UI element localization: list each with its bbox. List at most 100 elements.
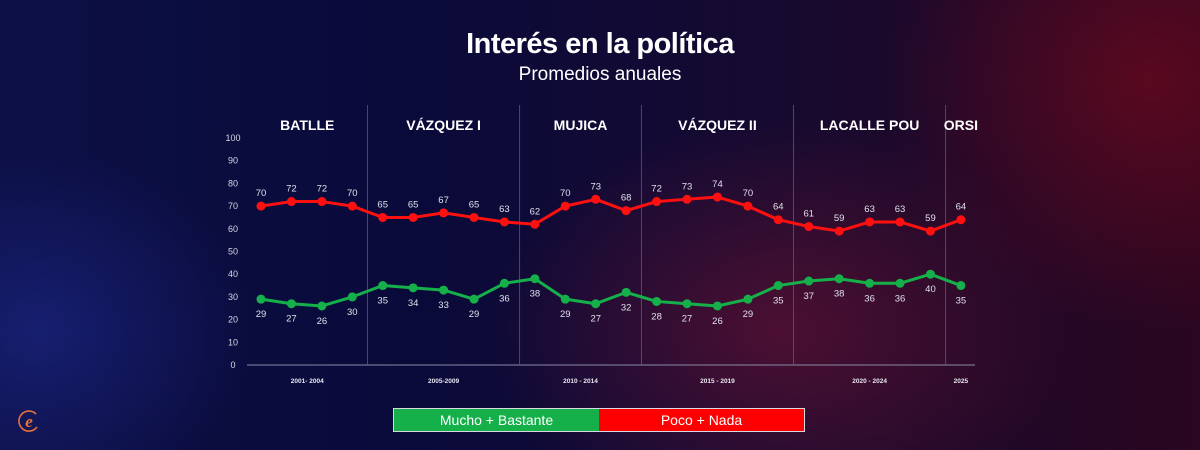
data-point bbox=[256, 201, 266, 211]
data-point bbox=[834, 274, 844, 284]
data-label: 72 bbox=[317, 184, 328, 195]
y-tick-label: 30 bbox=[228, 292, 238, 302]
period-name: ORSI bbox=[944, 117, 978, 133]
data-label: 63 bbox=[499, 204, 510, 215]
data-label: 62 bbox=[530, 206, 541, 217]
data-label: 35 bbox=[773, 296, 784, 307]
data-point bbox=[743, 294, 753, 304]
period-years-label: 2001- 2004 bbox=[291, 378, 324, 385]
legend-item-mucho-bastante: Mucho + Bastante bbox=[394, 409, 599, 431]
data-point bbox=[499, 278, 509, 288]
data-label: 38 bbox=[530, 289, 541, 300]
data-label: 68 bbox=[621, 193, 632, 204]
data-point bbox=[378, 281, 388, 291]
data-point bbox=[804, 276, 814, 286]
data-point bbox=[834, 226, 844, 236]
data-point bbox=[347, 201, 357, 211]
data-label: 36 bbox=[895, 293, 906, 304]
data-label: 26 bbox=[712, 316, 723, 327]
data-label: 38 bbox=[834, 289, 845, 300]
legend: Mucho + Bastante Poco + Nada bbox=[393, 408, 805, 432]
period-years-label: 2010 - 2014 bbox=[563, 378, 598, 385]
data-label: 28 bbox=[651, 311, 662, 322]
data-point bbox=[804, 222, 814, 232]
data-point bbox=[317, 197, 327, 207]
data-point bbox=[591, 194, 601, 204]
data-label: 70 bbox=[743, 188, 754, 199]
data-point bbox=[408, 283, 418, 293]
data-point bbox=[895, 217, 905, 227]
series-line bbox=[260, 272, 962, 308]
y-tick-label: 90 bbox=[228, 156, 238, 166]
period-name: VÁZQUEZ II bbox=[678, 117, 757, 133]
data-label: 35 bbox=[956, 296, 967, 307]
data-label: 65 bbox=[377, 199, 388, 210]
period-name: LACALLE POU bbox=[820, 117, 920, 133]
data-label: 36 bbox=[499, 293, 510, 304]
data-point bbox=[712, 192, 722, 202]
data-point bbox=[408, 212, 418, 222]
series-line bbox=[260, 195, 962, 233]
data-label: 29 bbox=[256, 309, 267, 320]
y-tick-label: 60 bbox=[228, 224, 238, 234]
y-tick-label: 50 bbox=[228, 247, 238, 257]
data-label: 29 bbox=[743, 309, 754, 320]
data-point bbox=[499, 217, 509, 227]
data-point bbox=[773, 215, 783, 225]
data-label: 64 bbox=[956, 202, 967, 213]
data-point bbox=[469, 212, 479, 222]
legend-item-poco-nada: Poco + Nada bbox=[599, 409, 804, 431]
data-point bbox=[652, 296, 662, 306]
brand-logo-icon: e bbox=[18, 410, 38, 432]
data-point bbox=[682, 194, 692, 204]
data-label: 65 bbox=[469, 199, 480, 210]
data-label: 27 bbox=[590, 314, 601, 325]
data-point bbox=[925, 269, 935, 279]
y-tick-label: 70 bbox=[228, 201, 238, 211]
data-label: 32 bbox=[621, 302, 632, 313]
svg-text:e: e bbox=[25, 412, 33, 431]
data-point bbox=[530, 274, 540, 284]
data-label: 65 bbox=[408, 199, 419, 210]
data-point bbox=[865, 217, 875, 227]
data-label: 35 bbox=[377, 296, 388, 307]
data-point bbox=[530, 219, 540, 229]
data-label: 26 bbox=[317, 316, 328, 327]
data-point bbox=[347, 292, 357, 302]
data-point bbox=[925, 226, 935, 236]
data-point bbox=[895, 278, 905, 288]
data-label: 70 bbox=[347, 188, 358, 199]
data-point bbox=[439, 285, 449, 295]
period-years-label: 2020 - 2024 bbox=[852, 378, 887, 385]
period-years-label: 2015 - 2019 bbox=[700, 378, 735, 385]
data-label: 29 bbox=[560, 309, 571, 320]
data-label: 40 bbox=[925, 284, 936, 295]
data-point bbox=[591, 299, 601, 309]
data-point bbox=[621, 206, 631, 216]
y-tick-label: 80 bbox=[228, 178, 238, 188]
data-point bbox=[712, 301, 722, 311]
data-point bbox=[286, 197, 296, 207]
period-name: BATLLE bbox=[280, 117, 334, 133]
data-label: 27 bbox=[286, 314, 297, 325]
data-point bbox=[378, 212, 388, 222]
data-label: 73 bbox=[682, 181, 693, 192]
data-label: 30 bbox=[347, 307, 358, 318]
data-label: 70 bbox=[560, 188, 571, 199]
data-label: 29 bbox=[469, 309, 480, 320]
period-years-label: 2025 bbox=[954, 378, 969, 385]
data-label: 37 bbox=[803, 291, 814, 302]
data-label: 59 bbox=[925, 213, 936, 224]
data-point bbox=[652, 197, 662, 207]
data-label: 34 bbox=[408, 298, 419, 309]
data-point bbox=[773, 281, 783, 291]
data-point bbox=[560, 201, 570, 211]
data-label: 33 bbox=[438, 300, 449, 311]
y-tick-label: 20 bbox=[228, 315, 238, 325]
data-label: 72 bbox=[286, 184, 297, 195]
data-label: 61 bbox=[803, 209, 814, 220]
data-label: 73 bbox=[590, 181, 601, 192]
chart-subtitle: Promedios anuales bbox=[518, 64, 682, 85]
y-tick-label: 100 bbox=[225, 133, 240, 143]
